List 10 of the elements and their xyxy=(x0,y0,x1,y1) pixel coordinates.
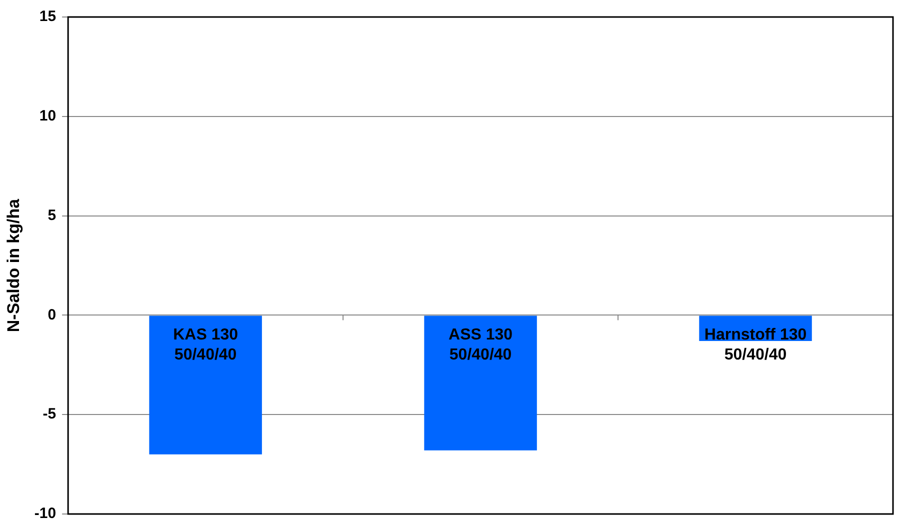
x-tick-label: ASS 130 50/40/40 xyxy=(448,326,513,364)
y-tick-label: 5 xyxy=(48,206,56,224)
y-tick-label: -10 xyxy=(34,505,56,522)
y-axis-title: N-Saldo in kg/ha xyxy=(4,198,23,332)
y-tick-label: -5 xyxy=(42,406,56,423)
y-tick-label: 10 xyxy=(39,108,56,125)
x-tick-label: Harnstoff 130 50/40/40 xyxy=(704,326,807,364)
x-tick-label: KAS 130 50/40/40 xyxy=(173,326,238,364)
y-tick-label: 0 xyxy=(48,306,56,324)
y-tick-label: 15 xyxy=(39,8,56,26)
